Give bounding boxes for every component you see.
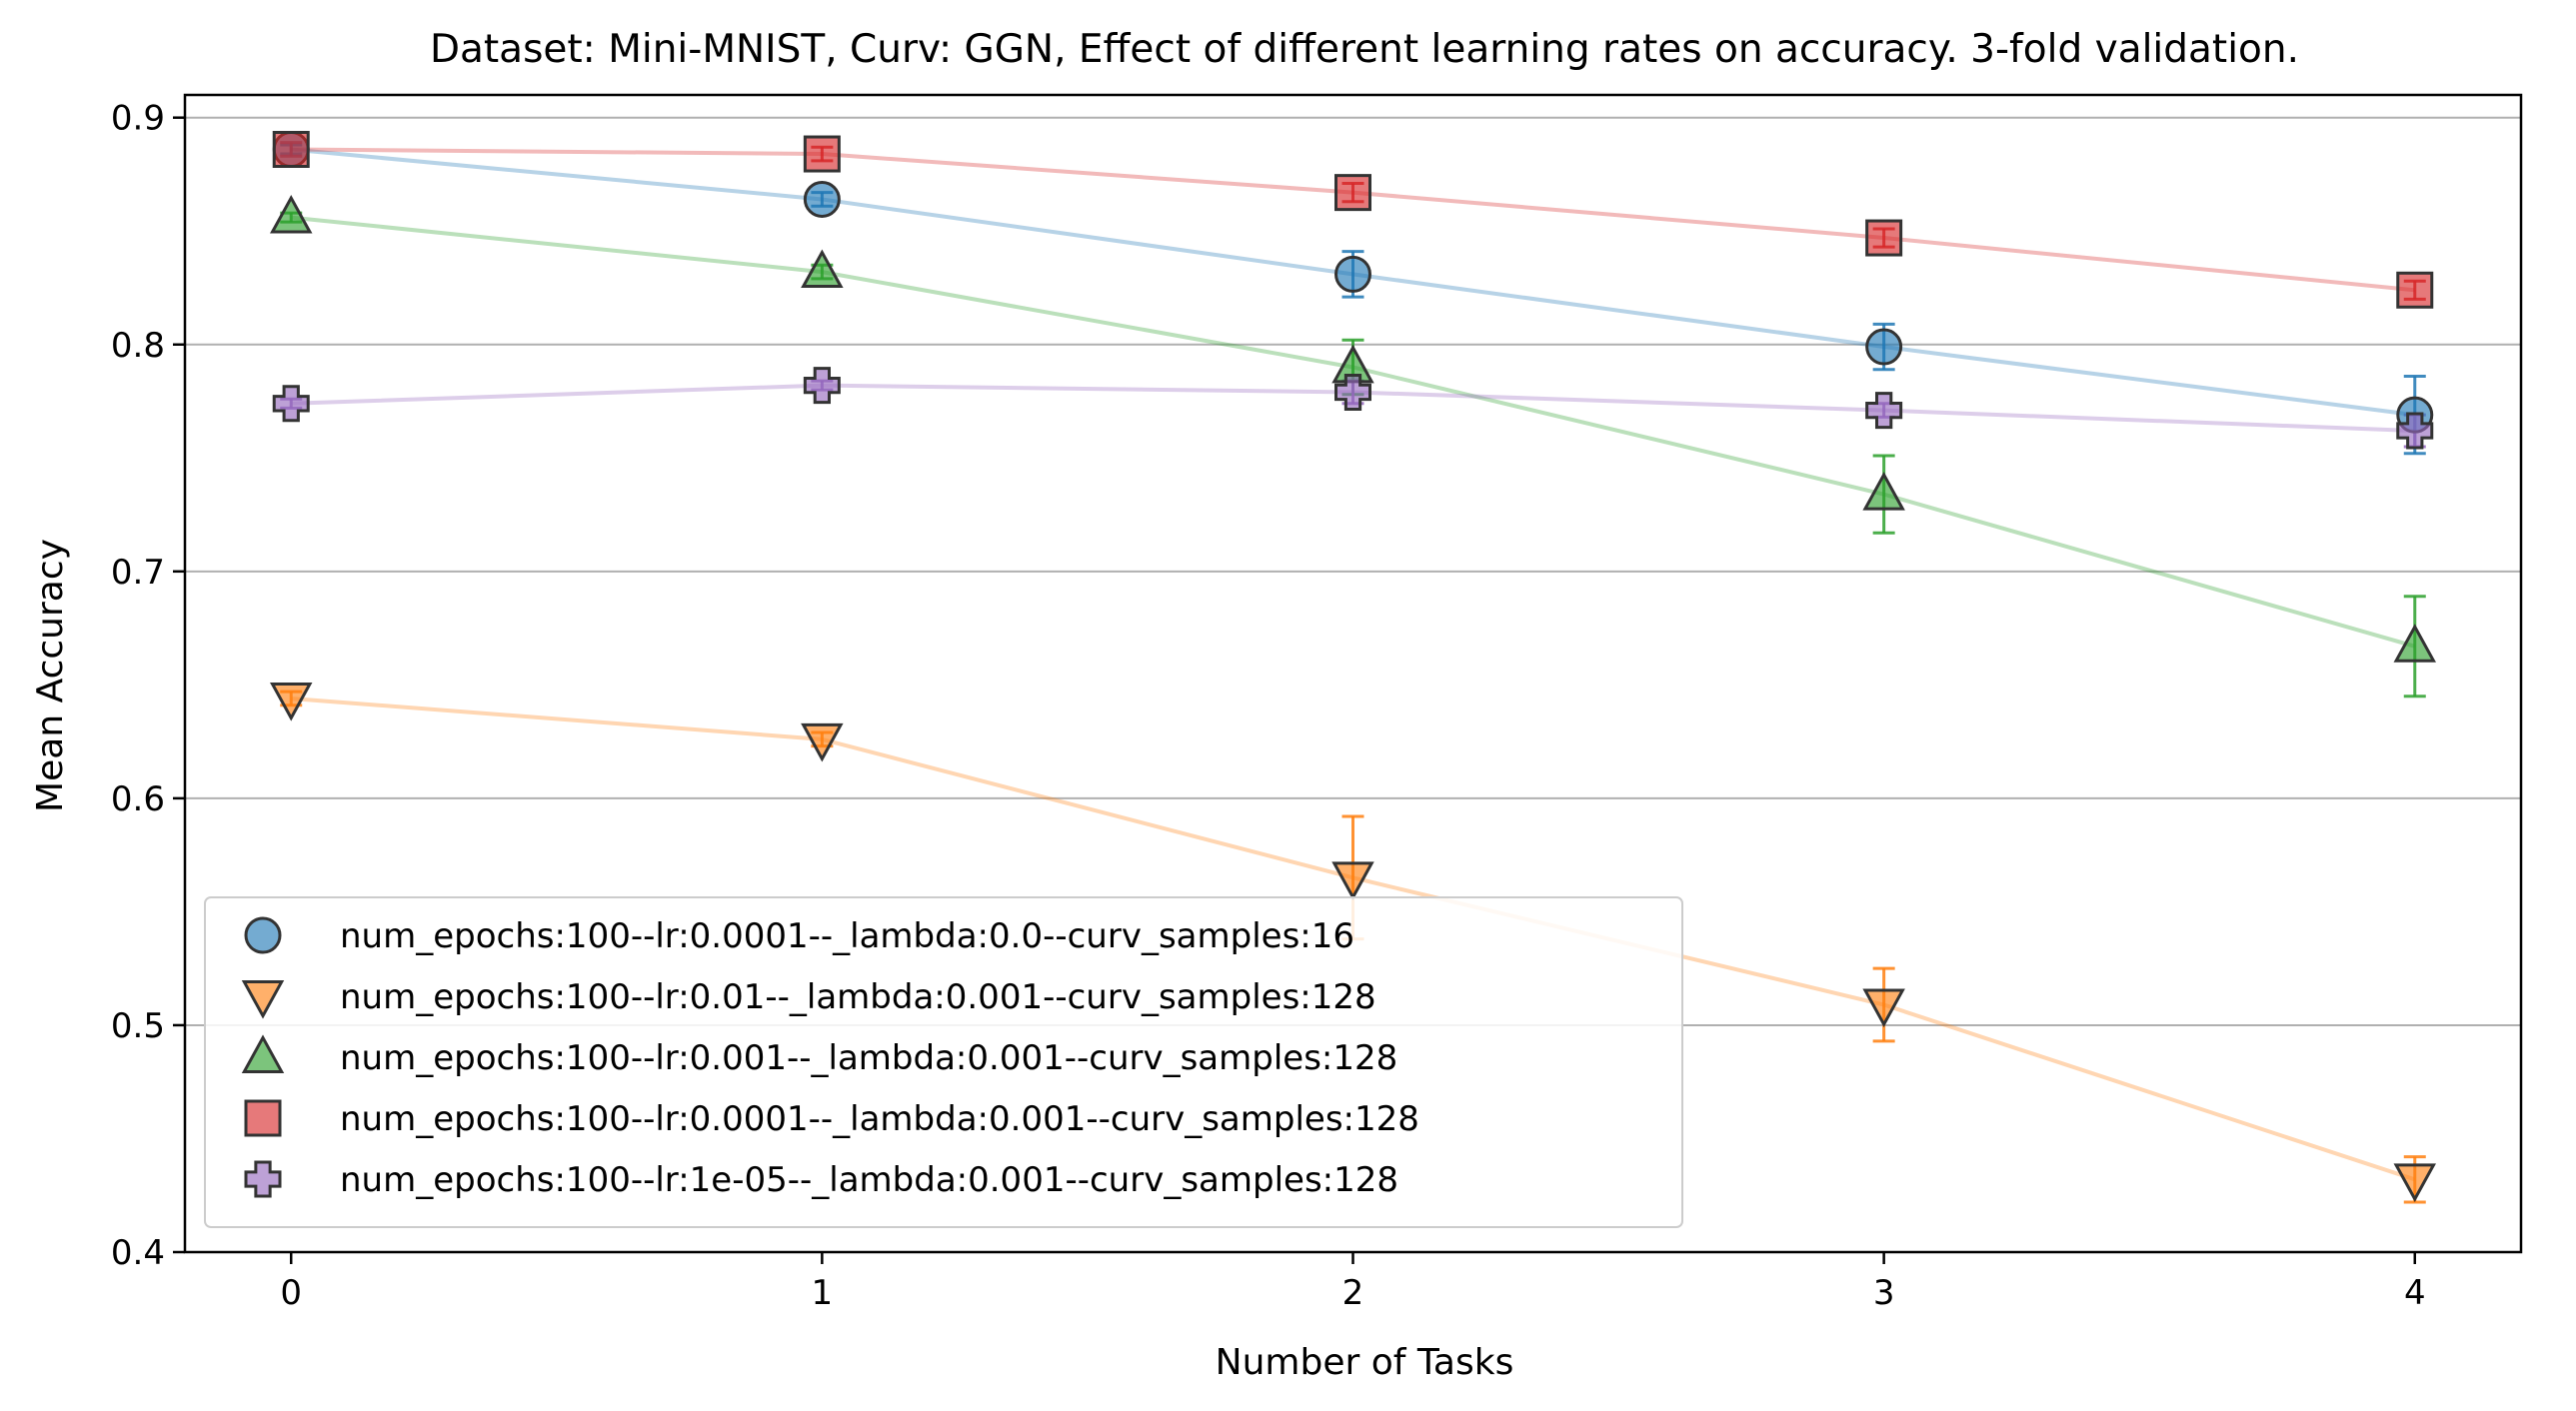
data-point (1334, 174, 1371, 212)
data-point (2396, 271, 2434, 309)
x-axis-label: Number of Tasks (1216, 1342, 1514, 1383)
chart-title: Dataset: Mini-MNIST, Curv: GGN, Effect o… (430, 27, 2299, 72)
data-point (1865, 328, 1903, 366)
legend-marker (241, 980, 285, 1019)
y-tick-label: 0.8 (111, 326, 165, 366)
legend-item: num_epochs:100--lr:0.0001--_lambda:0.0--… (244, 916, 1354, 956)
data-point (1862, 988, 1905, 1028)
x-tick-label: 2 (1342, 1273, 1364, 1313)
x-tick-label: 1 (812, 1273, 834, 1313)
axes: 0.4 0.5 0.6 0.7 0.8 0.9 0 1 2 3 4 (111, 93, 2523, 1313)
x-tick-label: 3 (1873, 1273, 1895, 1313)
y-tick-label: 0.6 (111, 779, 165, 819)
data-point (803, 180, 841, 218)
data-point (2396, 412, 2434, 450)
data-point (803, 367, 841, 405)
legend-label: num_epochs:100--lr:0.01--_lambda:0.001--… (340, 977, 1376, 1017)
data-point (272, 130, 310, 168)
data-point (2393, 624, 2437, 663)
data-point (272, 385, 310, 423)
data-point (1865, 392, 1903, 430)
data-point (801, 722, 844, 762)
legend-marker (244, 1099, 282, 1137)
legend-item: num_epochs:100--lr:1e-05--_lambda:0.001-… (244, 1160, 1398, 1200)
legend-item: num_epochs:100--lr:0.001--_lambda:0.001-… (241, 1034, 1397, 1078)
y-axis-label: Mean Accuracy (30, 539, 71, 812)
legend-label: num_epochs:100--lr:1e-05--_lambda:0.001-… (340, 1160, 1398, 1200)
legend-box (204, 896, 1683, 1228)
data-point (1334, 255, 1371, 293)
data-point (1862, 471, 1905, 511)
data-point (1865, 219, 1903, 257)
legend-item: num_epochs:100--lr:0.0001--_lambda:0.001… (244, 1099, 1419, 1139)
legend-label: num_epochs:100--lr:0.0001--_lambda:0.0--… (340, 916, 1354, 956)
legend-label: num_epochs:100--lr:0.001--_lambda:0.001-… (340, 1038, 1397, 1078)
legend-marker (244, 916, 282, 954)
legend-label: num_epochs:100--lr:0.0001--_lambda:0.001… (340, 1099, 1419, 1139)
legend-item: num_epochs:100--lr:0.01--_lambda:0.001--… (241, 977, 1376, 1019)
x-tick-label: 4 (2404, 1273, 2426, 1313)
data-point (803, 135, 841, 173)
legend-marker (241, 1034, 285, 1073)
data-point (269, 683, 313, 721)
y-tick-label: 0.4 (111, 1233, 165, 1273)
y-tick-label: 0.5 (111, 1006, 165, 1046)
legend-marker (244, 1160, 282, 1198)
data-point (1331, 861, 1374, 901)
data-points (269, 130, 2437, 1203)
data-point (2393, 1163, 2437, 1203)
data-point (1334, 373, 1371, 411)
data-point (801, 249, 844, 289)
y-tick-label: 0.7 (111, 553, 165, 593)
x-tick-label: 0 (280, 1273, 302, 1313)
data-point (269, 194, 313, 234)
y-tick-label: 0.9 (111, 99, 165, 139)
legend: num_epochs:100--lr:0.0001--_lambda:0.0--… (204, 896, 1683, 1228)
